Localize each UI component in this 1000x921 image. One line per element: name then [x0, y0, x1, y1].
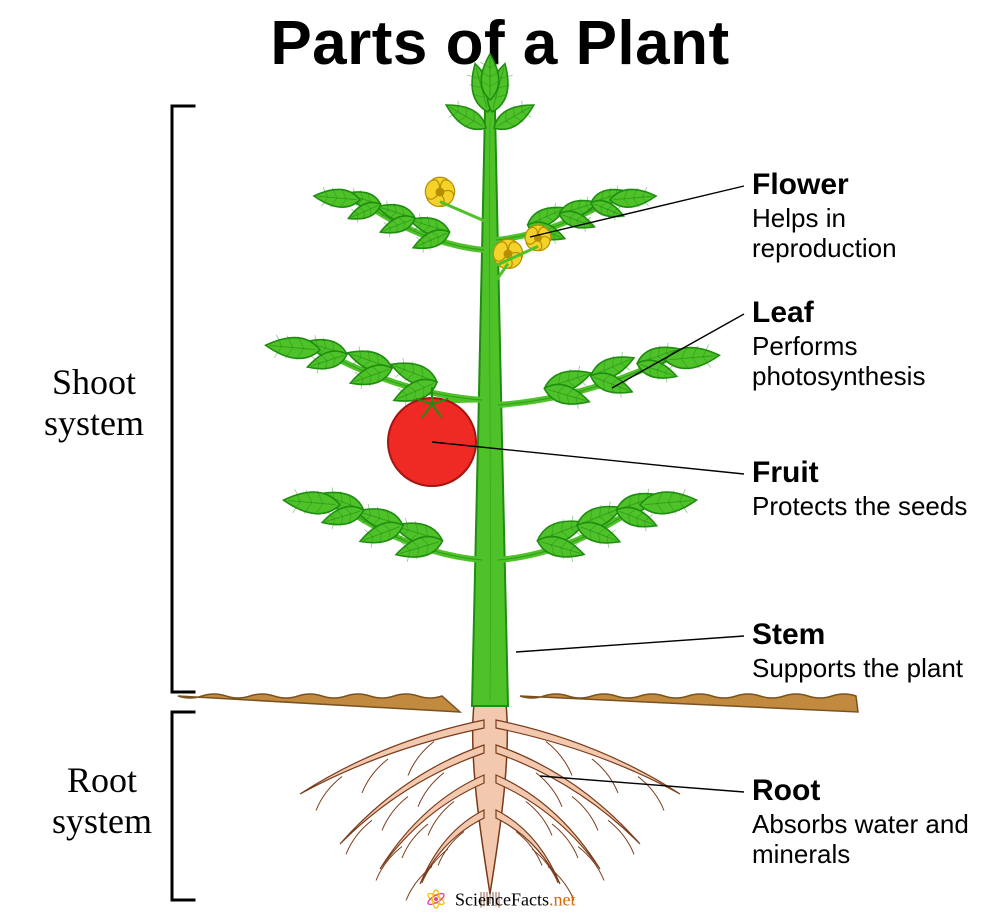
- root-system-line2: system: [52, 801, 152, 842]
- flower-label: FlowerHelps in reproduction: [752, 168, 992, 264]
- shoot-system-line1: Shoot: [44, 362, 144, 403]
- attribution-brand: ScienceFacts: [455, 890, 549, 910]
- leaf-desc: Performs photosynthesis: [752, 332, 992, 392]
- root-system-label: Root system: [52, 760, 152, 843]
- shoot-system-label: Shoot system: [44, 362, 144, 445]
- fruit-label: FruitProtects the seeds: [752, 456, 992, 522]
- diagram-stage: Parts of a Plant Shoot system Root syste…: [0, 0, 1000, 921]
- leaf-label: LeafPerforms photosynthesis: [752, 296, 992, 392]
- atom-icon: [425, 888, 447, 915]
- flower-desc: Helps in reproduction: [752, 204, 992, 264]
- root-label: RootAbsorbs water and minerals: [752, 774, 992, 870]
- fruit-name: Fruit: [752, 456, 992, 490]
- root-system-line1: Root: [52, 760, 152, 801]
- flower-name: Flower: [752, 168, 992, 202]
- attribution: ScienceFacts.net: [0, 888, 1000, 915]
- stem-desc: Supports the plant: [752, 654, 992, 684]
- stem-label: StemSupports the plant: [752, 618, 992, 684]
- root-name: Root: [752, 774, 992, 808]
- leaf-name: Leaf: [752, 296, 992, 330]
- root-desc: Absorbs water and minerals: [752, 810, 992, 870]
- shoot-system-line2: system: [44, 403, 144, 444]
- stem-name: Stem: [752, 618, 992, 652]
- attribution-tld: .net: [549, 890, 576, 910]
- fruit-desc: Protects the seeds: [752, 492, 992, 522]
